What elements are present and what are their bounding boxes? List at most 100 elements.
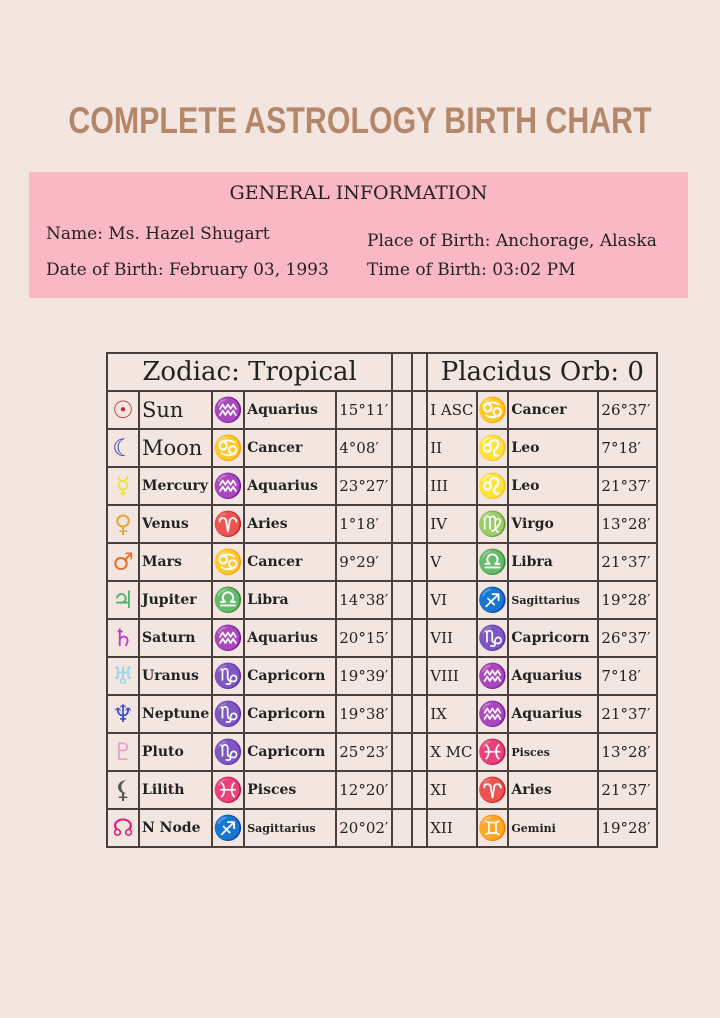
moon-icon: ☾ xyxy=(106,428,140,468)
chart-row: ☿ Mercury ♒ Aquarius 23°27′ III ♌ Leo 21°37′ xyxy=(106,466,659,506)
aquarius-sign-icon: ♒ xyxy=(211,466,246,506)
house-sign: Virgo xyxy=(507,504,600,544)
planet-sign: Pisces xyxy=(243,770,338,810)
libra-sign-icon: ♎ xyxy=(475,542,510,582)
saturn-icon: ♄ xyxy=(106,618,140,658)
chart-row: ♆ Neptune ♑ Capricorn 19°38′ IX ♒ Aquarius 21°37… xyxy=(106,694,659,734)
venus-icon: ♀ xyxy=(106,504,140,544)
mars-icon: ♂ xyxy=(106,542,140,582)
house-degree: 13°28′ xyxy=(597,504,659,544)
pisces-sign-icon: ♓ xyxy=(475,732,510,772)
planet-name: Jupiter xyxy=(137,580,214,620)
house-number: IV xyxy=(426,504,478,544)
house-sign: Gemini xyxy=(507,808,600,848)
aquarius-sign-icon: ♒ xyxy=(211,618,246,658)
pluto-icon: ♇ xyxy=(106,732,140,772)
libra-sign-icon: ♎ xyxy=(211,580,246,620)
sagittarius-sign-icon: ♐ xyxy=(211,808,246,848)
capricorn-sign-icon: ♑ xyxy=(211,656,246,696)
pisces-sign-icon: ♓ xyxy=(211,770,246,810)
planet-degree: 20°15′ xyxy=(335,618,394,658)
planet-degree: 12°20′ xyxy=(335,770,394,810)
house-degree: 19°28′ xyxy=(597,808,659,848)
time-of-birth-field: Time of Birth: 03:02 PM xyxy=(367,260,576,280)
planet-name: Sun xyxy=(137,390,214,430)
cancer-sign-icon: ♋ xyxy=(211,428,246,468)
general-information-panel: GENERAL INFORMATION Name: Ms. Hazel Shug… xyxy=(29,172,688,298)
house-number: II xyxy=(426,428,478,468)
house-sign: Aquarius xyxy=(507,656,600,696)
planet-name: Venus xyxy=(137,504,214,544)
place-of-birth-field: Place of Birth: Anchorage, Alaska xyxy=(367,231,657,251)
house-degree: 26°37′ xyxy=(597,618,659,658)
planet-sign: Sagittarius xyxy=(243,808,338,848)
house-sign: Libra xyxy=(507,542,600,582)
planet-degree: 25°23′ xyxy=(335,732,394,772)
chart-row: ⚸ Lilith ♓ Pisces 12°20′ XI ♈ Aries 21°37′ xyxy=(106,770,659,810)
house-number: XI xyxy=(426,770,478,810)
planet-sign: Cancer xyxy=(243,428,338,468)
virgo-sign-icon: ♍ xyxy=(475,504,510,544)
house-degree: 7°18′ xyxy=(597,656,659,696)
planet-name: Lilith xyxy=(137,770,214,810)
planet-degree: 19°39′ xyxy=(335,656,394,696)
chart-row: ♂ Mars ♋ Cancer 9°29′ V ♎ Libra 21°37′ xyxy=(106,542,659,582)
sagittarius-sign-icon: ♐ xyxy=(475,580,510,620)
planet-sign: Capricorn xyxy=(243,694,338,734)
leo-sign-icon: ♌ xyxy=(475,466,510,506)
neptune-icon: ♆ xyxy=(106,694,140,734)
general-information-heading: GENERAL INFORMATION xyxy=(229,182,488,204)
uranus-icon: ♅ xyxy=(106,656,140,696)
house-number: V xyxy=(426,542,478,582)
planet-degree: 1°18′ xyxy=(335,504,394,544)
planet-sign: Aries xyxy=(243,504,338,544)
house-number: VIII xyxy=(426,656,478,696)
house-number: VI xyxy=(426,580,478,620)
chart-row: ♀ Venus ♈ Aries 1°18′ IV ♍ Virgo 13°28′ xyxy=(106,504,659,544)
chart-row: ♃ Jupiter ♎ Libra 14°38′ VI ♐ Sagittarius 19°28′ xyxy=(106,580,659,620)
cancer-sign-icon: ♋ xyxy=(475,390,510,430)
house-sign: Leo xyxy=(507,466,600,506)
chart-row: ♅ Uranus ♑ Capricorn 19°39′ VIII ♒ Aquarius 7°18… xyxy=(106,656,659,696)
planet-name: Mercury xyxy=(137,466,214,506)
house-number: III xyxy=(426,466,478,506)
house-number: X MC xyxy=(426,732,478,772)
lilith-icon: ⚸ xyxy=(106,770,140,810)
house-degree: 21°37′ xyxy=(597,466,659,506)
name-field: Name: Ms. Hazel Shugart xyxy=(46,224,270,244)
house-degree: 7°18′ xyxy=(597,428,659,468)
house-number: VII xyxy=(426,618,478,658)
aquarius-sign-icon: ♒ xyxy=(475,656,510,696)
planet-name: Uranus xyxy=(137,656,214,696)
chart-row: ☉ Sun ♒ Aquarius 15°11′ I ASC ♋ Cancer 26°37′ xyxy=(106,390,659,430)
zodiac-header: Zodiac: Tropical xyxy=(105,352,394,392)
page-title: COMPLETE ASTROLOGY BIRTH CHART xyxy=(68,100,652,141)
house-sign: Capricorn xyxy=(507,618,600,658)
planet-degree: 9°29′ xyxy=(335,542,394,582)
planet-name: N Node xyxy=(137,808,214,848)
planet-name: Moon xyxy=(137,428,214,468)
planet-sign: Aquarius xyxy=(243,390,338,430)
house-degree: 21°37′ xyxy=(597,542,659,582)
house-sign: Pisces xyxy=(507,732,600,772)
capricorn-sign-icon: ♑ xyxy=(211,732,246,772)
planet-degree: 4°08′ xyxy=(335,428,394,468)
gemini-sign-icon: ♊ xyxy=(475,808,510,848)
house-degree: 13°28′ xyxy=(597,732,659,772)
planet-degree: 14°38′ xyxy=(335,580,394,620)
house-degree: 21°37′ xyxy=(597,770,659,810)
planet-name: Mars xyxy=(137,542,214,582)
aquarius-sign-icon: ♒ xyxy=(475,694,510,734)
jupiter-icon: ♃ xyxy=(106,580,140,620)
house-degree: 26°37′ xyxy=(597,390,659,430)
planet-sign: Aquarius xyxy=(243,618,338,658)
planet-name: Saturn xyxy=(137,618,214,658)
mercury-icon: ☿ xyxy=(106,466,140,506)
chart-row: ☊ N Node ♐ Sagittarius 20°02′ XII ♊ Gemini 19°28… xyxy=(106,808,659,848)
house-degree: 21°37′ xyxy=(597,694,659,734)
planet-name: Neptune xyxy=(137,694,214,734)
planet-sign: Aquarius xyxy=(243,466,338,506)
chart-row: ♄ Saturn ♒ Aquarius 20°15′ VII ♑ Capricorn 26°37… xyxy=(106,618,659,658)
aries-sign-icon: ♈ xyxy=(475,770,510,810)
planet-name: Pluto xyxy=(137,732,214,772)
